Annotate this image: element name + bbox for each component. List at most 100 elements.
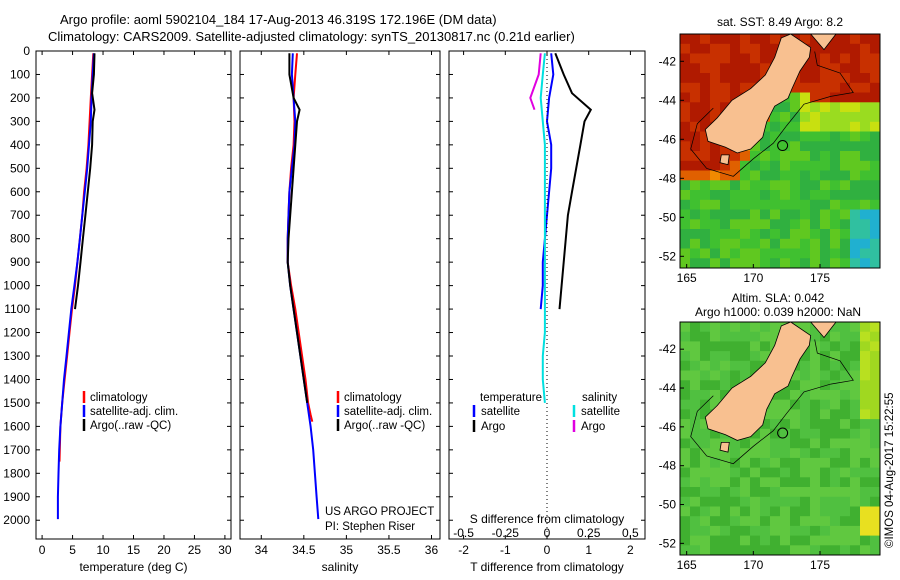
sst-field-cell: [760, 141, 771, 152]
sdiff-tick-label: -0.25: [492, 526, 520, 540]
sla-field-cell: [790, 516, 801, 527]
sst-field-cell: [770, 229, 781, 240]
sla-field-cell: [750, 448, 761, 459]
sst-field-cell: [720, 180, 731, 191]
sla-field-cell: [840, 496, 851, 508]
sst-field-cell: [820, 238, 831, 250]
sla-field-cell: [720, 487, 731, 498]
sst-field-cell: [720, 199, 731, 211]
sst-field-cell: [790, 199, 801, 211]
sst-field-cell: [830, 43, 841, 55]
sst-field-cell: [800, 73, 811, 84]
sla-ytick-label: -46: [659, 420, 677, 434]
sla-field-cell: [840, 322, 851, 333]
sst-field-cell: [780, 180, 791, 191]
sst-field-cell: [680, 190, 691, 201]
sst-field-cell: [800, 63, 811, 74]
sla-field-cell: [690, 535, 701, 546]
sla-field-cell: [840, 341, 851, 352]
sla-field-cell: [860, 351, 871, 362]
sla-field-cell: [710, 351, 721, 362]
sst-field-cell: [810, 170, 821, 181]
sla-field-cell: [830, 525, 841, 537]
temperature-axes-box: [35, 50, 232, 540]
sla-field-cell: [740, 545, 751, 555]
sla-field-cell: [690, 487, 701, 498]
sla-xtick-label: 170: [743, 558, 763, 572]
sst-field-cell: [810, 160, 821, 172]
sla-field-cell: [750, 477, 761, 488]
sla-field-cell: [770, 496, 781, 508]
sst-field-cell: [820, 141, 831, 152]
sla-field-cell: [700, 390, 711, 401]
sst-field-cell: [800, 170, 811, 181]
sla-ytick-label: -50: [659, 498, 677, 512]
sla-field-cell: [770, 487, 781, 498]
sst-field-cell: [860, 102, 871, 113]
sst-field-cell: [870, 141, 880, 152]
sst-field-cell: [690, 229, 701, 240]
sla-field-cell: [820, 331, 831, 342]
sla-field-cell: [710, 545, 721, 555]
sst-field-cell: [720, 102, 731, 113]
sla-field-cell: [710, 516, 721, 527]
sst-field-cell: [800, 229, 811, 240]
sla-field-cell: [800, 322, 811, 333]
sla-field-cell: [730, 322, 741, 333]
sla-field-cell: [690, 525, 701, 537]
sst-field-cell: [870, 92, 880, 103]
depth-tick-label: 1900: [3, 490, 30, 504]
temperature-xtick-label: 0: [39, 543, 46, 557]
sdiff-tick-label: 0: [544, 526, 551, 540]
sst-field-cell: [730, 53, 741, 64]
sla-field-cell: [810, 341, 821, 352]
sst-field-cell: [680, 238, 691, 250]
sst-field-cell: [810, 229, 821, 240]
sla-field-cell: [680, 322, 691, 333]
sst-field-cell: [780, 151, 791, 162]
sst-field-cell: [700, 92, 711, 103]
sst-field-cell: [790, 258, 801, 268]
sst-field-cell: [840, 82, 851, 94]
temperature-series-1: [56, 53, 95, 520]
sla-field-cell: [740, 506, 751, 517]
sla-field-cell: [870, 360, 880, 372]
sst-field-cell: [730, 229, 741, 240]
sla-field-cell: [680, 467, 691, 478]
sla-field-cell: [810, 535, 821, 546]
sla-field-cell: [760, 487, 771, 498]
sla-field-cell: [830, 516, 841, 527]
sla-field-cell: [830, 322, 841, 333]
sla-field-cell: [860, 370, 871, 381]
sst-field-cell: [820, 112, 831, 123]
depth-tick-label: 700: [10, 208, 30, 222]
sla-field-cell: [830, 419, 841, 430]
sla-field-cell: [850, 370, 861, 381]
sst-map-panel: sat. SST: 8.49 Argo: 8.2 165 170 175 -42 -44 -…: [659, 15, 881, 285]
sst-field-cell: [790, 151, 801, 162]
sst-field-cell: [790, 92, 801, 103]
sla-field-cell: [740, 477, 751, 488]
sst-field-cell: [740, 53, 751, 64]
sla-field-cell: [750, 341, 761, 352]
sst-field-cell: [800, 102, 811, 113]
sla-field-cell: [860, 390, 871, 401]
sst-field-cell: [830, 102, 841, 113]
sst-field-cell: [770, 34, 781, 45]
sst-ytick-label: -48: [659, 171, 677, 185]
sst-field-cell: [760, 219, 771, 230]
sst-field-cell: [870, 112, 880, 123]
sst-field-cell: [730, 238, 741, 250]
sla-field-cell: [770, 467, 781, 478]
sst-field-cell: [680, 121, 691, 133]
sst-field-cell: [760, 170, 771, 181]
sst-field-cell: [820, 73, 831, 84]
sla-field-cell: [780, 419, 791, 430]
sla-field-cell: [790, 419, 801, 430]
sst-field-cell: [700, 199, 711, 211]
sst-field-cell: [810, 53, 821, 64]
sst-field-cell: [840, 209, 851, 220]
sla-field-cell: [860, 419, 871, 430]
sla-field-cell: [680, 496, 691, 508]
sla-field-cell: [830, 535, 841, 546]
